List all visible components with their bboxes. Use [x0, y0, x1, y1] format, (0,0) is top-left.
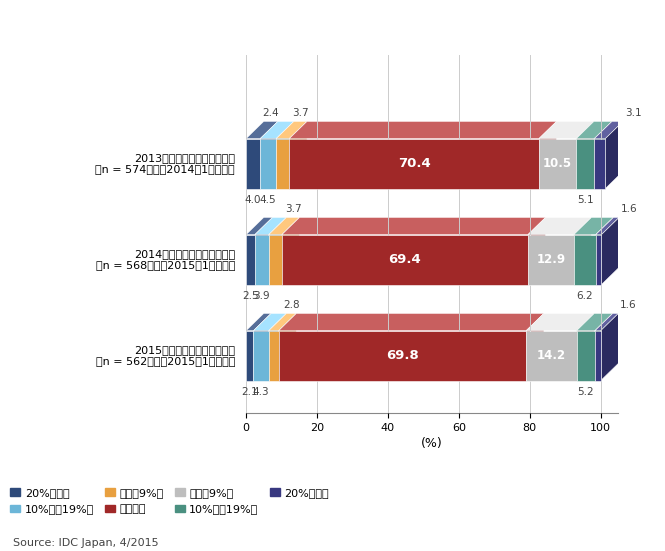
Polygon shape — [574, 218, 591, 284]
Polygon shape — [276, 121, 294, 188]
Polygon shape — [276, 139, 289, 188]
Polygon shape — [577, 121, 594, 188]
Text: 10.5: 10.5 — [543, 157, 572, 170]
Polygon shape — [255, 218, 287, 235]
Polygon shape — [577, 314, 612, 331]
Polygon shape — [601, 218, 619, 284]
Text: 12.9: 12.9 — [537, 253, 565, 266]
Text: 3.9: 3.9 — [253, 291, 270, 301]
Polygon shape — [246, 218, 273, 235]
Polygon shape — [574, 218, 614, 235]
Text: 6.2: 6.2 — [577, 291, 593, 301]
Polygon shape — [269, 235, 282, 284]
Polygon shape — [595, 139, 605, 188]
Polygon shape — [282, 218, 300, 284]
Text: 3.7: 3.7 — [292, 107, 309, 117]
Polygon shape — [574, 235, 596, 284]
Polygon shape — [596, 235, 601, 284]
Polygon shape — [246, 331, 253, 381]
Polygon shape — [253, 314, 287, 331]
Polygon shape — [595, 121, 612, 188]
Polygon shape — [246, 139, 260, 188]
Polygon shape — [596, 218, 614, 284]
Polygon shape — [526, 331, 577, 381]
Polygon shape — [595, 314, 618, 331]
Polygon shape — [539, 121, 557, 188]
Polygon shape — [269, 314, 287, 381]
Text: 5.1: 5.1 — [577, 195, 594, 206]
Polygon shape — [528, 235, 574, 284]
Text: 2.1: 2.1 — [241, 387, 258, 397]
Polygon shape — [253, 331, 269, 381]
Polygon shape — [600, 314, 618, 381]
Text: 4.5: 4.5 — [260, 195, 277, 206]
Text: 2.4: 2.4 — [263, 107, 279, 117]
Polygon shape — [246, 235, 255, 284]
Text: 1.6: 1.6 — [621, 203, 638, 214]
Polygon shape — [289, 121, 307, 188]
Polygon shape — [246, 121, 278, 139]
Polygon shape — [276, 121, 307, 139]
Polygon shape — [539, 139, 577, 188]
Polygon shape — [605, 121, 623, 188]
Polygon shape — [279, 314, 544, 331]
X-axis label: (%): (%) — [422, 437, 443, 450]
Polygon shape — [577, 139, 595, 188]
Polygon shape — [260, 121, 278, 188]
Polygon shape — [279, 331, 526, 381]
Polygon shape — [595, 331, 600, 381]
Text: 3.7: 3.7 — [285, 203, 301, 214]
Text: 3.1: 3.1 — [625, 107, 642, 117]
Polygon shape — [255, 235, 269, 284]
Polygon shape — [596, 218, 619, 235]
Polygon shape — [577, 331, 595, 381]
Text: 1.6: 1.6 — [620, 300, 637, 310]
Text: 69.4: 69.4 — [388, 253, 422, 266]
Polygon shape — [289, 121, 557, 139]
Text: 2.8: 2.8 — [283, 300, 300, 310]
Polygon shape — [260, 121, 294, 139]
Polygon shape — [289, 139, 539, 188]
Text: 4.3: 4.3 — [253, 387, 269, 397]
Polygon shape — [595, 314, 612, 381]
Polygon shape — [253, 314, 271, 381]
Polygon shape — [595, 121, 623, 139]
Polygon shape — [282, 218, 546, 235]
Text: Source: IDC Japan, 4/2015: Source: IDC Japan, 4/2015 — [13, 538, 159, 548]
Polygon shape — [528, 218, 591, 235]
Text: 69.8: 69.8 — [386, 349, 419, 362]
Text: 4.0: 4.0 — [245, 195, 261, 206]
Polygon shape — [260, 139, 276, 188]
Polygon shape — [269, 218, 300, 235]
Text: 5.2: 5.2 — [577, 387, 594, 397]
Polygon shape — [577, 314, 595, 381]
Polygon shape — [246, 314, 271, 331]
Legend: 20%以上減, 10%減～19%減, 微減～9%減, 増減なし, 微増～9%増, 10%増～19%増, 20%以上増: 20%以上減, 10%減～19%減, 微減～9%減, 増減なし, 微増～9%増,… — [6, 483, 333, 519]
Text: 2.5: 2.5 — [242, 291, 259, 301]
Polygon shape — [526, 314, 595, 331]
Polygon shape — [269, 314, 297, 331]
Polygon shape — [279, 314, 297, 381]
Polygon shape — [526, 314, 544, 381]
Polygon shape — [528, 218, 546, 284]
Text: 70.4: 70.4 — [398, 157, 430, 170]
Text: 14.2: 14.2 — [537, 349, 566, 362]
Polygon shape — [539, 121, 594, 139]
Polygon shape — [269, 218, 287, 284]
Polygon shape — [577, 121, 612, 139]
Polygon shape — [255, 218, 273, 284]
Polygon shape — [282, 235, 528, 284]
Polygon shape — [269, 331, 279, 381]
